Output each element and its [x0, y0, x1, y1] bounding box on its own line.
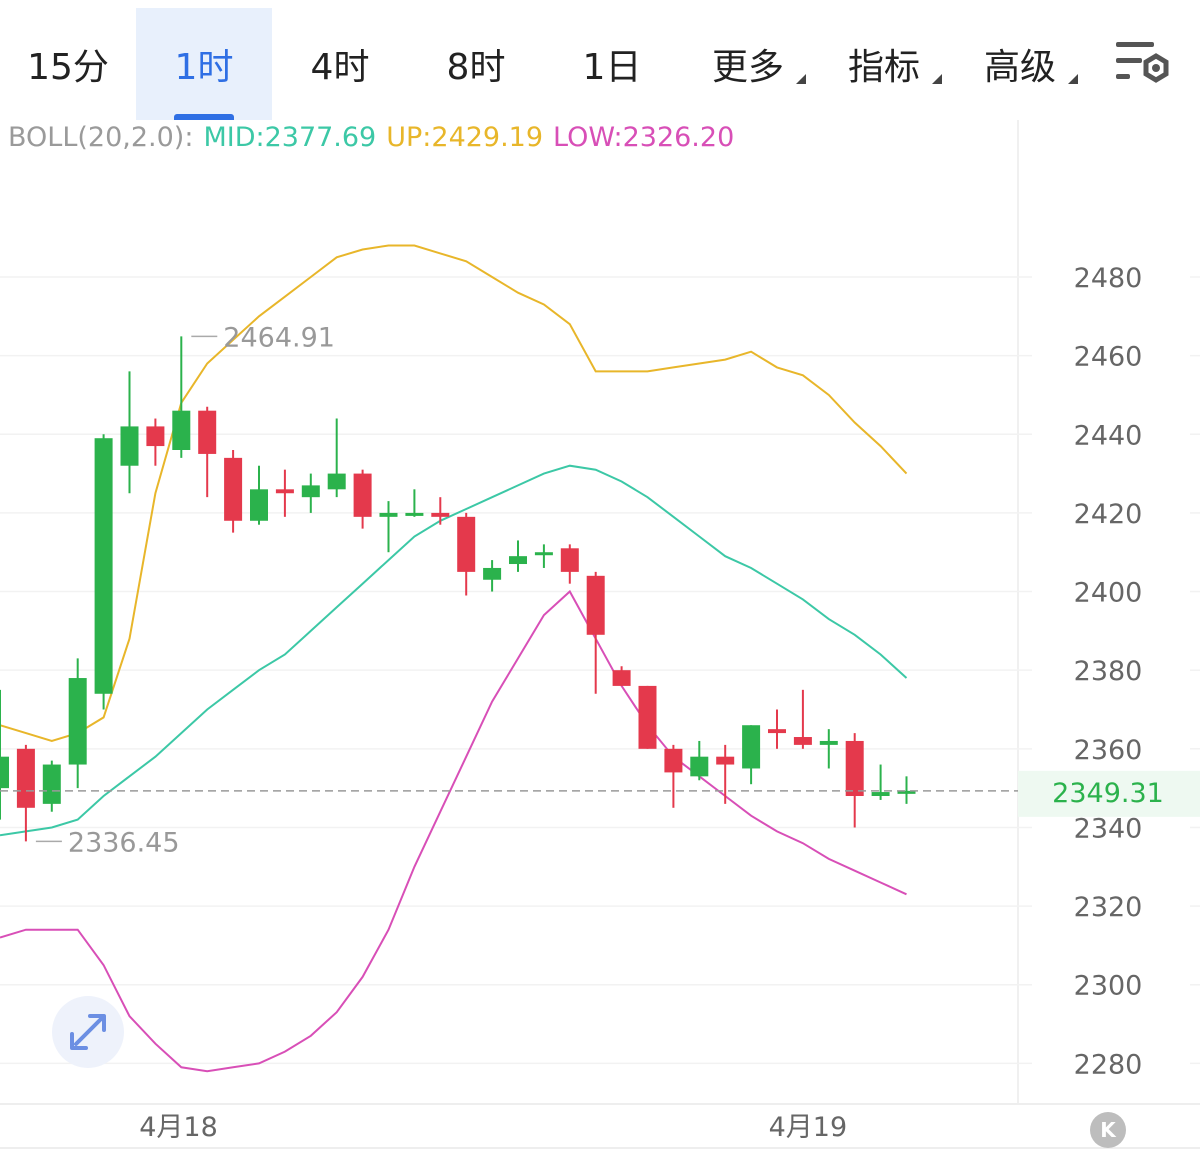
candle-body: [560, 548, 579, 572]
active-tab-underline: [174, 114, 234, 120]
last-price-label: 2349.31: [1052, 778, 1164, 809]
candle-body: [120, 426, 139, 466]
boll-indicator-legend: BOLL(20,2.0): MID:2377.69 UP:2429.19 LOW:23…: [8, 122, 744, 153]
candle-body: [716, 756, 735, 765]
candle-body: [42, 764, 61, 804]
max-price-label: 2464.91: [223, 322, 335, 353]
boll-lower-line: [0, 589, 907, 1073]
k-line-toggle-button[interactable]: K: [1090, 1112, 1126, 1148]
candle-body: [845, 740, 864, 796]
candle-body: [172, 410, 191, 450]
candle-body: [0, 756, 9, 789]
y-tick-label: 2440: [1074, 420, 1143, 451]
y-tick-label: 2400: [1074, 578, 1143, 609]
candle-body: [871, 792, 890, 796]
candle-body: [68, 678, 87, 765]
y-tick-label: 2340: [1074, 813, 1143, 844]
candle-body: [250, 489, 268, 521]
y-tick-label: 2280: [1074, 1049, 1143, 1080]
expand-arrows-icon: [70, 1014, 106, 1050]
boll-low-value: LOW:2326.20: [553, 122, 735, 153]
tab-3[interactable]: 8时: [408, 8, 544, 120]
candle-body: [457, 516, 476, 572]
last-price-tag-bg: [1018, 770, 1200, 817]
dropdown-caret-icon: [1068, 74, 1078, 84]
tab-6[interactable]: 指标: [816, 8, 952, 120]
candle-body: [224, 457, 243, 521]
tab-1[interactable]: 1时: [136, 8, 272, 120]
candlestick-chart[interactable]: 2480 2460 2440 2420 2400 2380 2360 2340 2320 2300…: [0, 120, 1200, 1156]
tab-label: 15分: [27, 47, 109, 88]
y-tick-label: 2300: [1074, 971, 1143, 1002]
min-price-label: 2336.45: [68, 827, 180, 858]
candle-body: [483, 567, 502, 580]
candle-body: [16, 748, 35, 808]
boll-up-value: UP:2429.19: [386, 122, 544, 153]
tab-label: 高级: [983, 47, 1056, 88]
y-tick-label: 2360: [1074, 735, 1143, 766]
candle-body: [690, 756, 709, 777]
candle-body: [897, 790, 916, 794]
boll-mid-line: [0, 464, 908, 837]
tab-0[interactable]: 15分: [0, 8, 136, 120]
tab-2[interactable]: 4时: [272, 8, 408, 120]
candle-body: [379, 512, 398, 517]
candle-body: [612, 670, 631, 686]
candle-body: [664, 748, 683, 773]
tab-label: 指标: [847, 47, 920, 88]
x-tick-label: 4月18: [139, 1112, 218, 1143]
candle-body: [405, 512, 424, 516]
candle-body: [146, 426, 165, 447]
y-tick-label: 2320: [1074, 892, 1143, 923]
tab-4[interactable]: 1日: [544, 8, 680, 120]
timeframe-tabs: 15分 1时 4时 8时 1日 更多 指标 高级: [0, 0, 1200, 120]
tab-label: 更多: [711, 47, 784, 88]
expand-chart-button[interactable]: [52, 996, 124, 1068]
settings-sliders-gear-icon[interactable]: [1112, 38, 1172, 92]
y-tick-label: 2460: [1074, 342, 1143, 373]
candle-body: [327, 473, 346, 490]
y-tick-label: 2420: [1074, 499, 1143, 530]
candle-body: [198, 410, 217, 454]
tab-label: 1日: [582, 47, 642, 88]
x-tick-label: 4月19: [769, 1112, 848, 1143]
candle-body: [301, 485, 320, 498]
boll-upper-line: [0, 244, 908, 743]
tab-label: 4时: [310, 47, 370, 88]
candle-body: [586, 575, 605, 635]
candle-body: [534, 552, 553, 556]
candle-body: [742, 725, 761, 769]
candle-body: [819, 740, 838, 745]
tab-7[interactable]: 高级: [952, 8, 1088, 120]
dropdown-caret-icon: [932, 74, 942, 84]
candle-body: [638, 685, 657, 749]
y-tick-label: 2380: [1074, 656, 1143, 687]
tab-label: 8时: [446, 47, 506, 88]
tab-5[interactable]: 更多: [680, 8, 816, 120]
y-tick-label: 2480: [1074, 263, 1143, 294]
candle-body: [431, 512, 450, 517]
candle-body: [353, 473, 372, 517]
candle-body: [793, 737, 812, 745]
gear-icon: [1143, 53, 1169, 83]
tab-label: 1时: [174, 47, 234, 88]
candle-body: [275, 489, 294, 494]
boll-mid-value: MID:2377.69: [203, 122, 377, 153]
dropdown-caret-icon: [796, 74, 806, 84]
sliders-lines: [1116, 42, 1154, 79]
candle-body: [768, 729, 786, 734]
k-button-label: K: [1100, 1118, 1116, 1142]
candle-body: [509, 556, 527, 565]
candle-body: [94, 438, 113, 694]
boll-indicator-name: BOLL(20,2.0):: [8, 122, 194, 153]
